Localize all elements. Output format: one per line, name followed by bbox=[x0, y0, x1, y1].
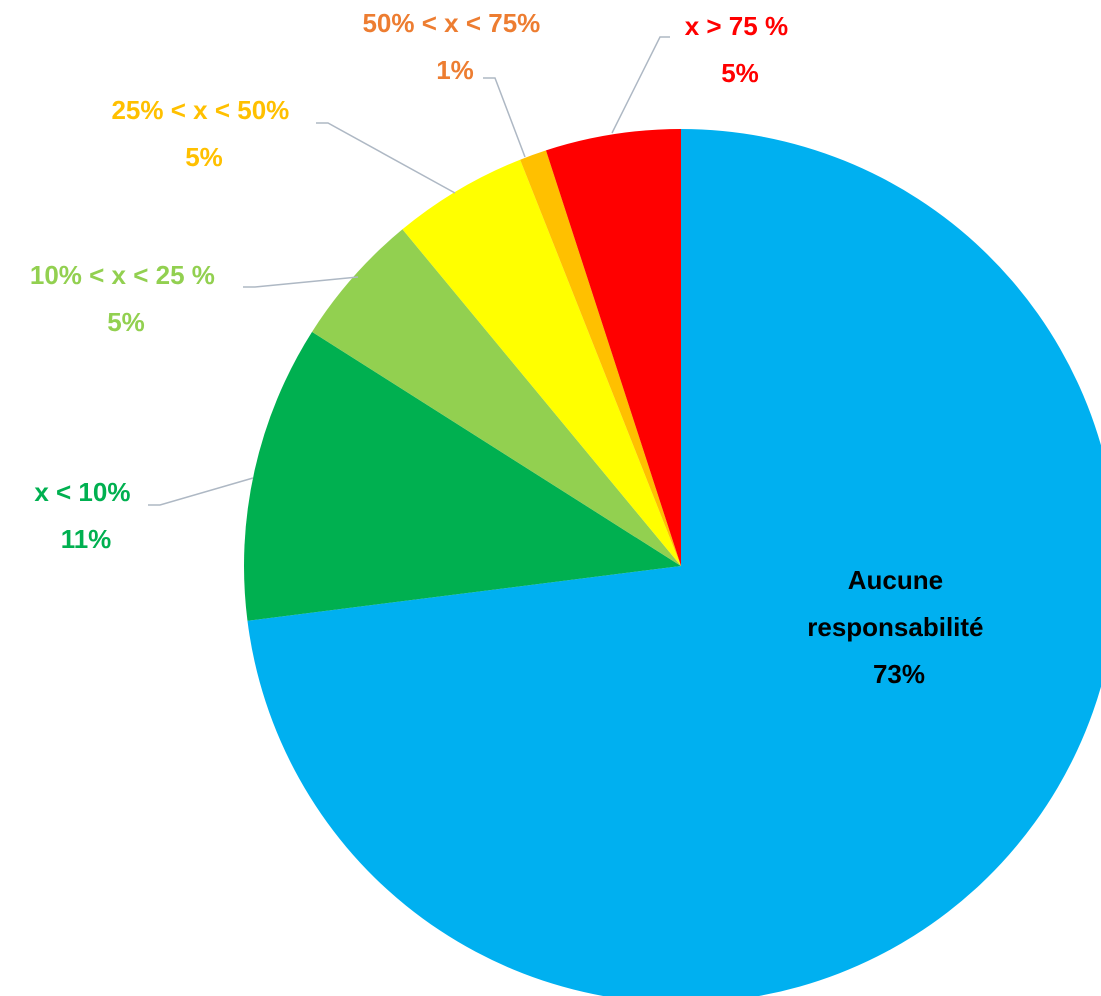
data-label-aucune: Aucune responsabilité 73% bbox=[807, 565, 991, 689]
data-label-gt-75: x > 75 % 5% bbox=[685, 11, 796, 88]
data-label-x-lt-10-name: x < 10% bbox=[34, 477, 130, 507]
data-label-x-lt-10: x < 10% 11% bbox=[34, 477, 137, 554]
leader-line-gt-75 bbox=[611, 36, 670, 134]
pie-slice-5 bbox=[545, 129, 681, 566]
data-label-10-25-name: 10% < x < 25 % bbox=[30, 260, 215, 290]
data-label-25-50-value: 5% bbox=[185, 142, 223, 172]
leader-line-x-lt-10 bbox=[148, 477, 254, 506]
pie-slice-4 bbox=[520, 150, 681, 566]
leader-line-10-25 bbox=[243, 276, 359, 288]
data-label-50-75-value: 1% bbox=[436, 55, 474, 85]
pie-data-labels: Aucune responsabilité 73% x < 10% 11% 10… bbox=[30, 8, 991, 689]
pie-slices bbox=[244, 129, 1101, 996]
data-label-aucune-line1: Aucune bbox=[848, 565, 943, 595]
data-label-gt-75-value: 5% bbox=[721, 58, 759, 88]
pie-slice-0 bbox=[247, 129, 1101, 996]
pie-slice-3 bbox=[402, 159, 681, 566]
data-label-x-lt-10-value: 11% bbox=[61, 524, 112, 554]
data-label-10-25: 10% < x < 25 % 5% bbox=[30, 260, 222, 337]
pie-slice-1 bbox=[244, 331, 681, 621]
data-label-25-50: 25% < x < 50% 5% bbox=[111, 95, 296, 172]
label-leader-lines bbox=[148, 36, 670, 506]
data-label-50-75-name: 50% < x < 75% bbox=[362, 8, 540, 38]
data-label-aucune-value: 73% bbox=[873, 659, 925, 689]
data-label-25-50-name: 25% < x < 50% bbox=[111, 95, 289, 125]
data-label-50-75: 50% < x < 75% 1% bbox=[362, 8, 547, 85]
data-label-aucune-line2: responsabilité bbox=[807, 612, 983, 642]
data-label-10-25-value: 5% bbox=[107, 307, 145, 337]
data-label-gt-75-name: x > 75 % bbox=[685, 11, 788, 41]
leader-line-25-50 bbox=[316, 122, 456, 194]
pie-slice-2 bbox=[312, 229, 681, 567]
leader-line-50-75 bbox=[483, 77, 526, 158]
